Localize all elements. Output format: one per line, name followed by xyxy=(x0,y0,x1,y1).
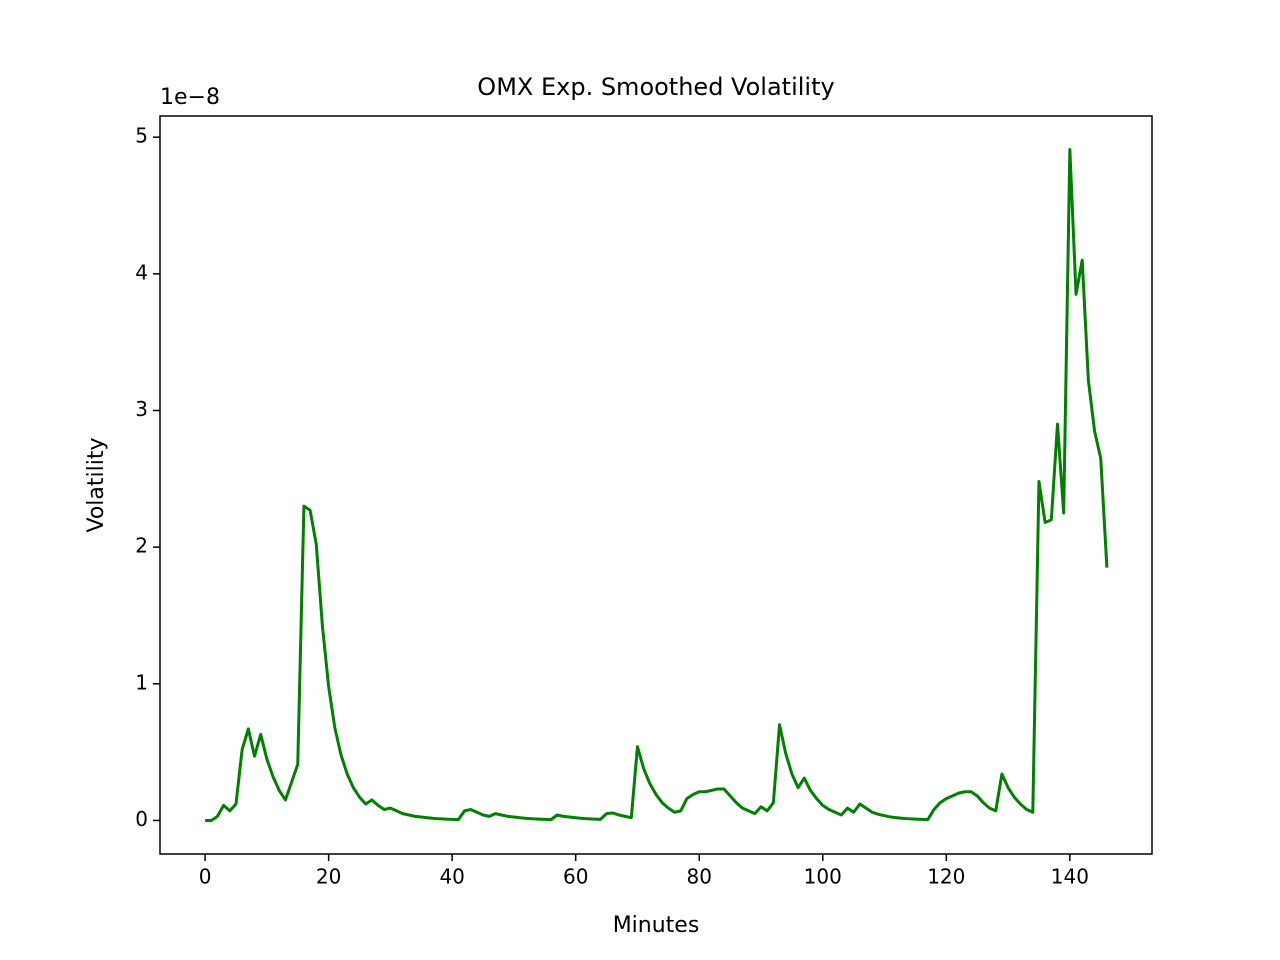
x-tick-label: 140 xyxy=(1051,865,1089,889)
x-tick-label: 0 xyxy=(199,865,212,889)
x-axis-label: Minutes xyxy=(613,913,700,938)
x-tick-label: 20 xyxy=(316,865,341,889)
x-tick-label: 40 xyxy=(439,865,464,889)
x-tick-label: 100 xyxy=(804,865,842,889)
y-tick-label: 3 xyxy=(135,397,148,421)
y-tick-label: 2 xyxy=(135,534,148,558)
x-tick-label: 60 xyxy=(563,865,588,889)
x-tick-label: 120 xyxy=(927,865,965,889)
y-tick-label: 0 xyxy=(135,807,148,831)
y-offset-label: 1e−8 xyxy=(160,85,220,110)
chart-title: OMX Exp. Smoothed Volatility xyxy=(477,73,834,101)
y-axis-label: Volatility xyxy=(84,437,109,532)
y-tick-label: 5 xyxy=(135,124,148,148)
data-line xyxy=(205,147,1109,822)
x-tick-label: 80 xyxy=(687,865,712,889)
y-tick-label: 1 xyxy=(135,670,148,694)
plot-frame xyxy=(159,115,1153,855)
y-tick-label: 4 xyxy=(135,260,148,284)
